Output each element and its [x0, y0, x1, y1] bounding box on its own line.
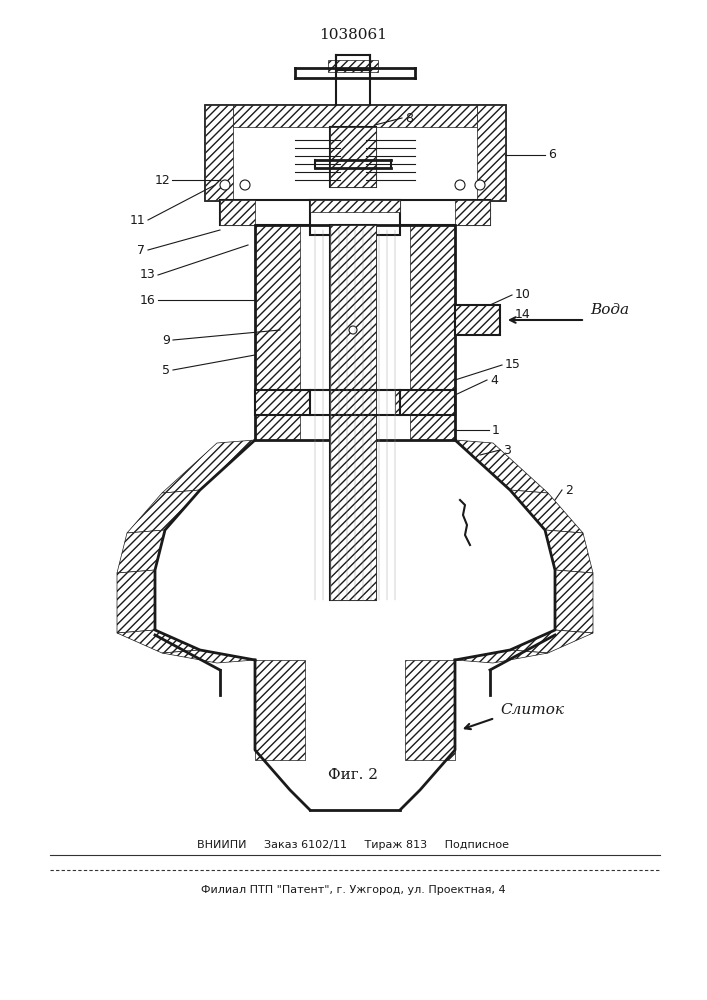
Bar: [410, 225, 455, 440]
Bar: [205, 105, 233, 200]
Text: Слиток: Слиток: [500, 703, 564, 717]
Text: 5: 5: [162, 363, 170, 376]
Bar: [455, 200, 490, 225]
Bar: [255, 390, 310, 415]
Bar: [233, 105, 477, 127]
Polygon shape: [510, 630, 593, 653]
Text: 1038061: 1038061: [319, 28, 387, 42]
Bar: [477, 105, 505, 200]
Bar: [405, 660, 455, 760]
Bar: [255, 660, 305, 760]
Text: 14: 14: [515, 308, 531, 322]
Text: Филиал ПТП "Патент", г. Ужгород, ул. Проектная, 4: Филиал ПТП "Патент", г. Ужгород, ул. Про…: [201, 885, 506, 895]
Bar: [220, 200, 255, 225]
Bar: [330, 127, 376, 187]
Polygon shape: [455, 440, 548, 493]
Text: 6: 6: [548, 148, 556, 161]
Bar: [255, 225, 455, 440]
Bar: [328, 60, 378, 72]
Text: 7: 7: [137, 243, 145, 256]
Text: 13: 13: [139, 268, 155, 282]
Bar: [330, 127, 376, 187]
Text: 2: 2: [565, 484, 573, 496]
Polygon shape: [117, 530, 165, 573]
Bar: [395, 390, 455, 415]
Circle shape: [475, 180, 485, 190]
Polygon shape: [162, 650, 255, 663]
Polygon shape: [117, 570, 155, 633]
Polygon shape: [455, 650, 548, 663]
Text: 10: 10: [515, 288, 531, 302]
Text: 4: 4: [490, 373, 498, 386]
Bar: [336, 55, 370, 70]
Text: Фиг. 2: Фиг. 2: [328, 768, 378, 782]
Polygon shape: [117, 630, 200, 653]
Text: 12: 12: [154, 174, 170, 186]
Text: 16: 16: [139, 294, 155, 306]
Bar: [455, 305, 500, 335]
Bar: [220, 200, 490, 225]
Polygon shape: [545, 530, 593, 573]
Bar: [330, 225, 376, 600]
Polygon shape: [555, 570, 593, 633]
Bar: [310, 200, 400, 235]
Text: 11: 11: [129, 214, 145, 227]
Circle shape: [240, 180, 250, 190]
Polygon shape: [127, 490, 200, 533]
Bar: [205, 105, 505, 200]
Bar: [255, 225, 300, 440]
Bar: [310, 200, 400, 212]
Circle shape: [220, 180, 230, 190]
Circle shape: [349, 326, 357, 334]
Bar: [455, 305, 500, 335]
Polygon shape: [162, 440, 255, 493]
Bar: [330, 225, 376, 600]
Text: 15: 15: [505, 359, 521, 371]
Bar: [255, 390, 455, 415]
Text: 3: 3: [503, 444, 511, 456]
Circle shape: [455, 180, 465, 190]
Polygon shape: [510, 490, 583, 533]
Text: ВНИИПИ     Заказ 6102/11     Тираж 813     Подписное: ВНИИПИ Заказ 6102/11 Тираж 813 Подписное: [197, 840, 509, 850]
Text: 9: 9: [162, 334, 170, 347]
Text: 1: 1: [492, 424, 500, 436]
Text: Вода: Вода: [590, 303, 629, 317]
Text: 8: 8: [405, 111, 413, 124]
